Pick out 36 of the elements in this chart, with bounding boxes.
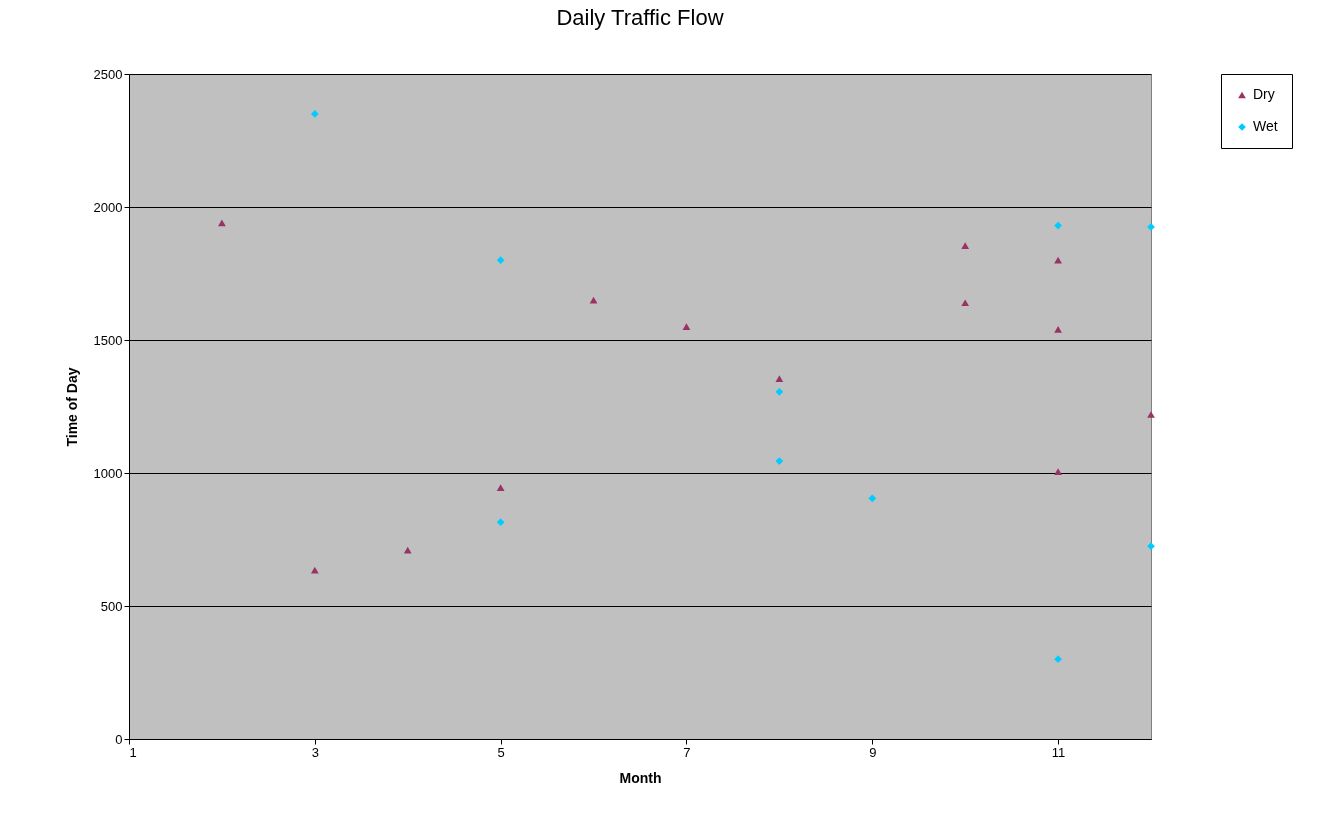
point	[496, 518, 505, 527]
y-axis-title: Time of Day	[63, 367, 80, 447]
point	[775, 388, 784, 396]
point	[961, 242, 970, 249]
point	[775, 457, 784, 465]
x-tick-label: 1	[129, 744, 137, 760]
y-tick-label: 0	[115, 731, 123, 747]
point	[868, 494, 877, 503]
y-tick-label: 2000	[93, 199, 123, 215]
point	[682, 323, 691, 331]
x-tick-label: 7	[683, 744, 691, 760]
x-tick-label: 9	[869, 744, 877, 760]
point	[1054, 326, 1062, 333]
point	[1054, 221, 1062, 230]
y-tick-label: 500	[100, 598, 123, 614]
legend-label: Wet	[1253, 118, 1278, 134]
point	[218, 219, 226, 227]
point	[496, 484, 505, 491]
point	[961, 299, 970, 307]
point	[1054, 256, 1062, 264]
x-axis-title: Month	[619, 769, 662, 786]
point	[1147, 411, 1155, 418]
point	[1054, 655, 1062, 664]
point	[496, 256, 505, 265]
point	[310, 110, 319, 118]
legend-label: Dry	[1253, 86, 1275, 102]
point	[775, 375, 784, 382]
chart-title: Daily Traffic Flow	[556, 5, 724, 30]
x-tick-label: 11	[1051, 744, 1066, 760]
x-tick-label: 5	[497, 744, 505, 760]
point	[1147, 542, 1155, 551]
y-tick-label: 1000	[93, 465, 123, 481]
y-tick-label: 2500	[93, 66, 123, 82]
y-tick-label: 1500	[93, 332, 123, 348]
point	[1054, 468, 1062, 476]
x-tick-label: 3	[311, 744, 319, 760]
